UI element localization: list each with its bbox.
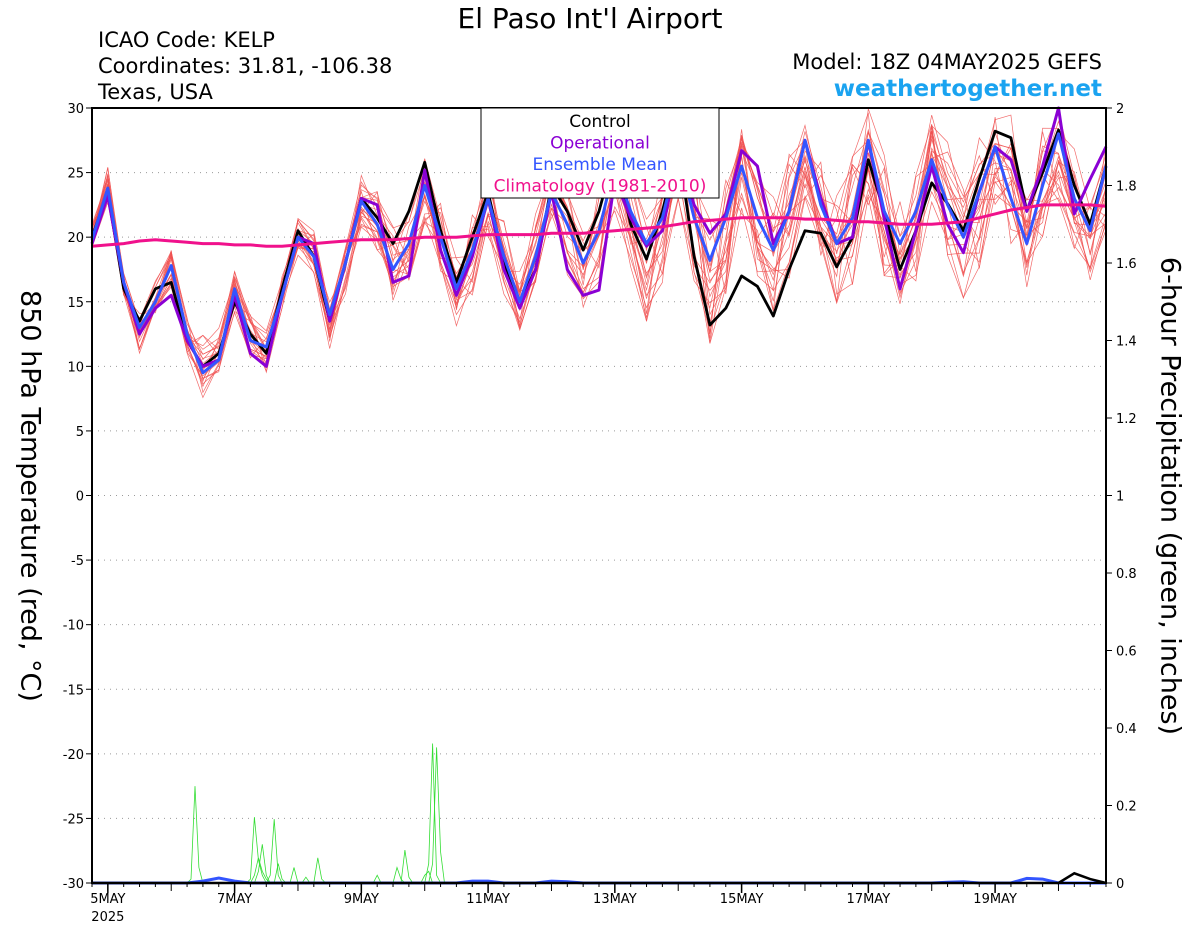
y-axis-label-right: 6-hour Precipitation (green, inches) <box>1154 256 1186 736</box>
y-tick-label: -30 <box>63 877 84 892</box>
operational-line <box>90 106 1108 368</box>
precip-member-line <box>301 876 311 884</box>
y2-tick-label: 1.4 <box>1116 335 1137 350</box>
x-tick-label: 9MAY <box>344 892 379 907</box>
y-tick-label: 15 <box>67 296 84 311</box>
legend-entry: Control <box>569 112 630 132</box>
x-tick-year: 2025 <box>91 910 124 925</box>
x-tick-label: 7MAY <box>217 892 252 907</box>
precip-member-line <box>246 817 267 884</box>
model-run: Model: 18Z 04MAY2025 GEFS <box>792 50 1102 74</box>
legend-entry: Climatology (1981-2010) <box>494 177 707 197</box>
y-tick-label: -5 <box>71 554 84 569</box>
plot-frame <box>91 107 1107 884</box>
precip-member-line <box>428 747 445 884</box>
precip-member-line <box>273 863 287 884</box>
y2-tick-label: 1 <box>1116 490 1124 505</box>
y-tick-label: -25 <box>63 812 84 827</box>
y-tick-label: -20 <box>63 748 84 763</box>
gridlines <box>92 172 1106 819</box>
x-tick-label: 5MAY <box>90 892 125 907</box>
y-tick-label: 10 <box>67 360 84 375</box>
y2-tick-label: 0.4 <box>1116 722 1137 737</box>
precip-member-line <box>400 850 414 884</box>
x-tick-label: 15MAY <box>720 892 764 907</box>
chart-title: El Paso Int'l Airport <box>457 2 723 35</box>
precip-member-line <box>254 844 271 884</box>
plot-border <box>91 107 1107 884</box>
y2-tick-label: 1.2 <box>1116 412 1137 427</box>
precip-member-line <box>313 857 326 884</box>
legend-entry: Ensemble Mean <box>532 155 667 175</box>
icao-code: ICAO Code: KELP <box>98 28 275 52</box>
legend-entry: Operational <box>550 134 650 154</box>
y-tick-label: 30 <box>67 102 84 117</box>
member-line <box>91 108 1107 367</box>
x-tick-label: 17MAY <box>847 892 891 907</box>
y-tick-label: -15 <box>63 683 84 698</box>
main-series-lines <box>90 106 1108 885</box>
precip-member-line <box>420 870 433 884</box>
precip-member-line <box>424 743 441 884</box>
y2-tick-label: 2 <box>1116 102 1124 117</box>
legend-box <box>480 107 720 199</box>
x-tick-label: 11MAY <box>466 892 510 907</box>
y-tick-label: 5 <box>76 425 84 440</box>
precip-member-line <box>265 819 283 884</box>
y2-tick-label: 1.8 <box>1116 180 1137 195</box>
y2-tick-label: 1.6 <box>1116 257 1137 272</box>
x-tick-label: 13MAY <box>593 892 637 907</box>
y2-tick-label: 0.2 <box>1116 800 1137 815</box>
y-axis-label-left: 850 hPa Temperature (red, °C) <box>14 290 46 702</box>
precip-member-line <box>392 866 406 884</box>
precip-member-line <box>250 857 271 884</box>
climatology-line <box>91 203 1107 248</box>
y2-tick-label: 0.8 <box>1116 567 1137 582</box>
precip-member-line <box>289 867 299 884</box>
y2-tick-label: 0.6 <box>1116 645 1137 660</box>
precip-member-line <box>186 786 204 884</box>
y2-tick-label: 0 <box>1116 877 1124 892</box>
coordinates: Coordinates: 31.81, -106.38 <box>98 54 393 78</box>
axis-ticks: 302520151050-5-10-15-20-25-3021.81.61.41… <box>63 102 1137 925</box>
y-tick-label: 0 <box>76 490 84 505</box>
y-tick-label: 25 <box>67 167 84 182</box>
region: Texas, USA <box>98 80 213 104</box>
y-tick-label: -10 <box>63 619 84 634</box>
site-link[interactable]: weathertogether.net <box>833 76 1102 102</box>
y-tick-label: 20 <box>67 231 84 246</box>
precip-member-lines <box>186 743 445 884</box>
precip-member-line <box>372 874 382 884</box>
x-tick-label: 19MAY <box>973 892 1017 907</box>
